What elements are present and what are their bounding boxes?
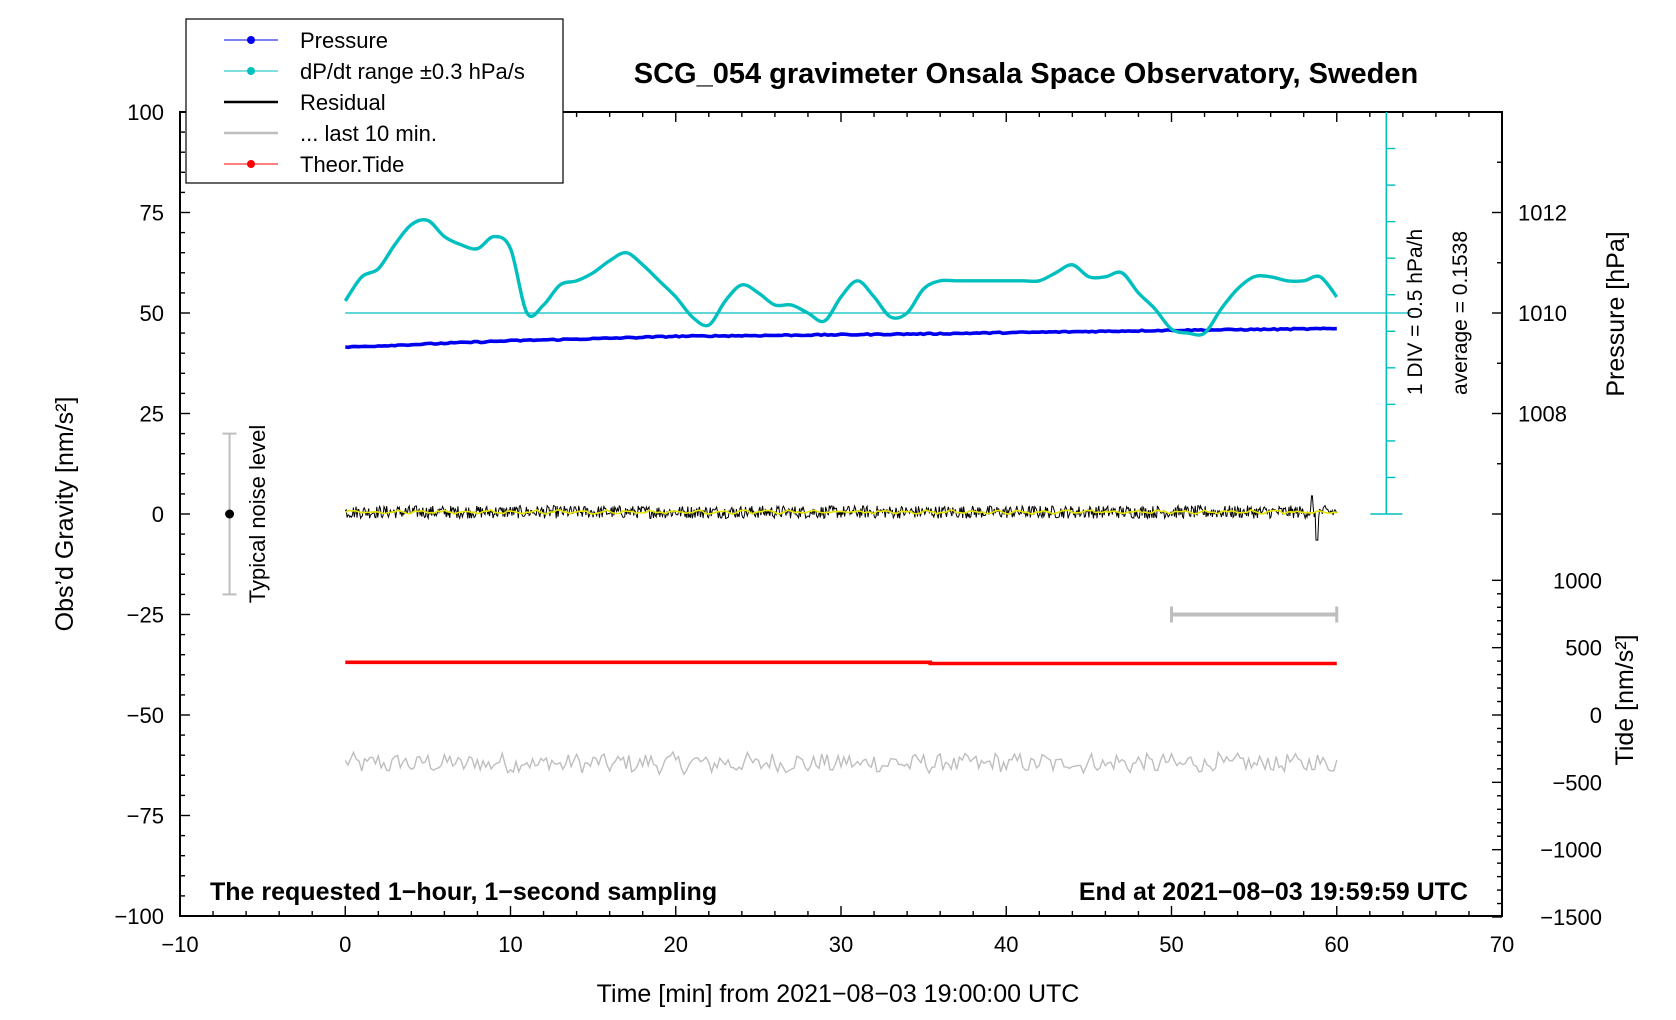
y-tick-label: 0: [152, 502, 164, 527]
y-tick-label: −100: [114, 904, 164, 929]
x-tick-label: 50: [1159, 932, 1183, 957]
tide-tick-label: 1000: [1553, 568, 1602, 593]
x-tick-label: 70: [1490, 932, 1514, 957]
legend-marker: [247, 160, 255, 168]
legend-label: Pressure: [300, 28, 388, 53]
legend-marker: [247, 36, 255, 44]
x-tick-label: −10: [161, 932, 198, 957]
average-label: average = 0.1538: [1449, 231, 1472, 395]
pressure-axis-title: Pressure [hPa]: [1602, 231, 1630, 396]
chart-title: SCG_054 gravimeter Onsala Space Observat…: [634, 58, 1418, 90]
tide-tick-label: −1000: [1540, 838, 1602, 863]
div-scale-label: 1 DIV = 0.5 hPa/h: [1404, 229, 1427, 395]
sampling-note: The requested 1−hour, 1−second sampling: [210, 878, 717, 906]
tide-tick-label: 0: [1590, 703, 1602, 728]
series-group: [343, 218, 1412, 777]
x-tick-label: 20: [664, 932, 688, 957]
tide-axis-title: Tide [nm/s²]: [1611, 634, 1639, 765]
y-tick-label: −50: [127, 703, 164, 728]
residual-line: [344, 495, 1338, 541]
pressure-line: [345, 326, 1337, 350]
tide-tick-label: −500: [1552, 770, 1602, 795]
y-axis-title-left: Obs’d Gravity [nm/s²]: [51, 397, 79, 632]
legend-entries: Pressure dP/dt range ±0.3 hPa/s Residual..…: [224, 28, 525, 177]
pressure-tick-labels: 1012 1010 1008: [1518, 201, 1567, 427]
legend: Pressure dP/dt range ±0.3 hPa/s Residual..…: [185, 18, 564, 184]
tide-tick-label: −1500: [1540, 905, 1602, 930]
pressure-tick-label: 1012: [1518, 201, 1567, 226]
theor-tide-line: [345, 660, 1337, 666]
y-tick-label: −25: [127, 603, 164, 628]
y-tick-label: 75: [140, 201, 164, 226]
legend-label: Theor.Tide: [300, 152, 404, 177]
legend-label: Residual: [300, 90, 386, 115]
end-time-note: End at 2021−08−03 19:59:59 UTC: [1079, 878, 1468, 906]
x-tick-labels: −10 0 10 20 30 40 50 60 70: [161, 932, 1514, 957]
legend-marker: [247, 67, 255, 75]
dpdt-line: [343, 218, 1339, 337]
noise-level-label: Typical noise level: [245, 425, 270, 604]
y-tick-labels: 100 75 50 25 0 −25 −50 −75 −100: [114, 100, 164, 929]
chart-extras: [222, 112, 1403, 623]
y-tick-label: 50: [140, 301, 164, 326]
last-10-min-line: [344, 750, 1338, 777]
noise-bar-dot: [225, 509, 235, 519]
x-tick-label: 30: [829, 932, 853, 957]
pressure-tick-label: 1010: [1518, 301, 1567, 326]
tide-tick-labels: 1000 500 0 −500 −1000 −1500: [1540, 568, 1602, 930]
x-axis-title: Time [min] from 2021−08−03 19:00:00 UTC: [597, 980, 1080, 1008]
residual-smooth-line: [344, 508, 1337, 516]
x-tick-label: 40: [994, 932, 1018, 957]
legend-label: dP/dt range ±0.3 hPa/s: [300, 59, 525, 84]
x-tick-label: 0: [339, 932, 351, 957]
pressure-tick-label: 1008: [1518, 402, 1567, 427]
y-tick-label: 25: [140, 402, 164, 427]
x-tick-label: 10: [498, 932, 522, 957]
tide-tick-label: 500: [1565, 636, 1602, 661]
legend-label: ... last 10 min.: [300, 121, 437, 146]
x-tick-label: 60: [1325, 932, 1349, 957]
y-tick-label: 100: [127, 100, 164, 125]
y-tick-label: −75: [127, 804, 164, 829]
